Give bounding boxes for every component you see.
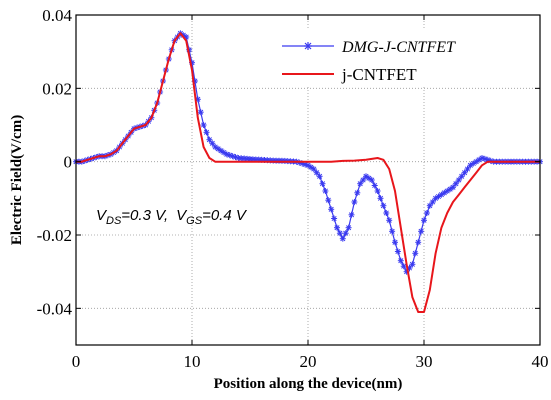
bias-annotation: VDS=0.3 V, VGS=0.4 V [96,207,248,227]
series-marker [316,173,323,180]
series-marker [360,177,367,183]
series-marker [394,248,401,255]
series-marker [392,239,398,246]
series-marker [319,180,326,187]
series-marker [331,215,338,222]
annot-sub-ds: DS [106,215,122,227]
series-marker [461,169,468,176]
legend-label-j: j-CNTFET [341,65,417,84]
axis-ticks: 0 10 20 30 40 0.04 0.02 0 -0.02 -0.04 [37,6,549,371]
x-tick-label: 30 [416,352,433,371]
series-marker [383,210,390,216]
series-marker [418,228,425,235]
series-marker [203,129,210,136]
series-marker [357,180,364,187]
y-tick-label: -0.02 [37,226,72,245]
series-marker [374,188,381,194]
y-tick-label: 0.02 [42,79,72,98]
series-1 [76,32,540,313]
plot-series [73,30,543,313]
series-marker [481,155,488,162]
series-marker [429,199,436,205]
series-marker [345,224,352,231]
series-marker [334,224,340,231]
annot-sub-gs: GS [186,215,203,227]
annot-text-2: =0.4 V [202,207,248,224]
annot-v2: V [176,207,188,224]
series-marker [464,166,471,172]
series-marker [386,217,393,224]
series-marker [415,239,422,246]
series-marker [423,210,430,216]
series-marker [421,217,427,224]
series-marker [363,173,369,180]
series-marker [412,250,419,257]
series-marker [339,235,346,242]
y-tick-label: -0.04 [37,299,73,318]
series-marker [409,261,416,268]
series-line-1 [76,32,540,313]
series-marker [310,166,317,172]
series-marker [209,140,216,147]
legend-box [276,30,532,86]
series-marker [223,151,230,158]
series-marker [336,230,343,237]
series-marker [426,202,433,209]
legend: DMG-J-CNTFET j-CNTFET [276,30,532,86]
x-tick-label: 0 [72,352,81,371]
series-marker [197,109,204,116]
annot-text-1: =0.3 V, [121,207,168,224]
series-marker [325,197,332,204]
series-marker [200,122,207,128]
series-marker [452,180,459,187]
x-tick-label: 40 [532,352,549,371]
y-tick-label: 0.04 [42,6,72,25]
series-marker [351,199,358,205]
series-marker [342,230,349,237]
legend-marker-dmg [304,42,312,50]
y-axis-title: Electric Field(V/cm) [9,115,25,245]
series-marker [371,182,378,189]
x-tick-label: 20 [300,352,317,371]
series-marker [348,211,355,218]
series-marker [328,206,335,213]
annot-v1: V [96,207,108,224]
series-marker [479,155,485,161]
series-marker [455,177,462,183]
series-marker [400,263,407,270]
series-marker [389,228,396,235]
series-marker [354,189,361,196]
x-tick-label: 10 [184,352,201,371]
series-marker [322,188,329,194]
series-marker [397,257,404,264]
series-marker [368,177,375,183]
legend-label-dmg: DMG-J-CNTFET [341,39,456,56]
x-axis-title: Position along the device(nm) [214,376,403,392]
series-marker [377,195,384,202]
series-marker [380,202,387,209]
y-tick-label: 0 [64,153,73,172]
